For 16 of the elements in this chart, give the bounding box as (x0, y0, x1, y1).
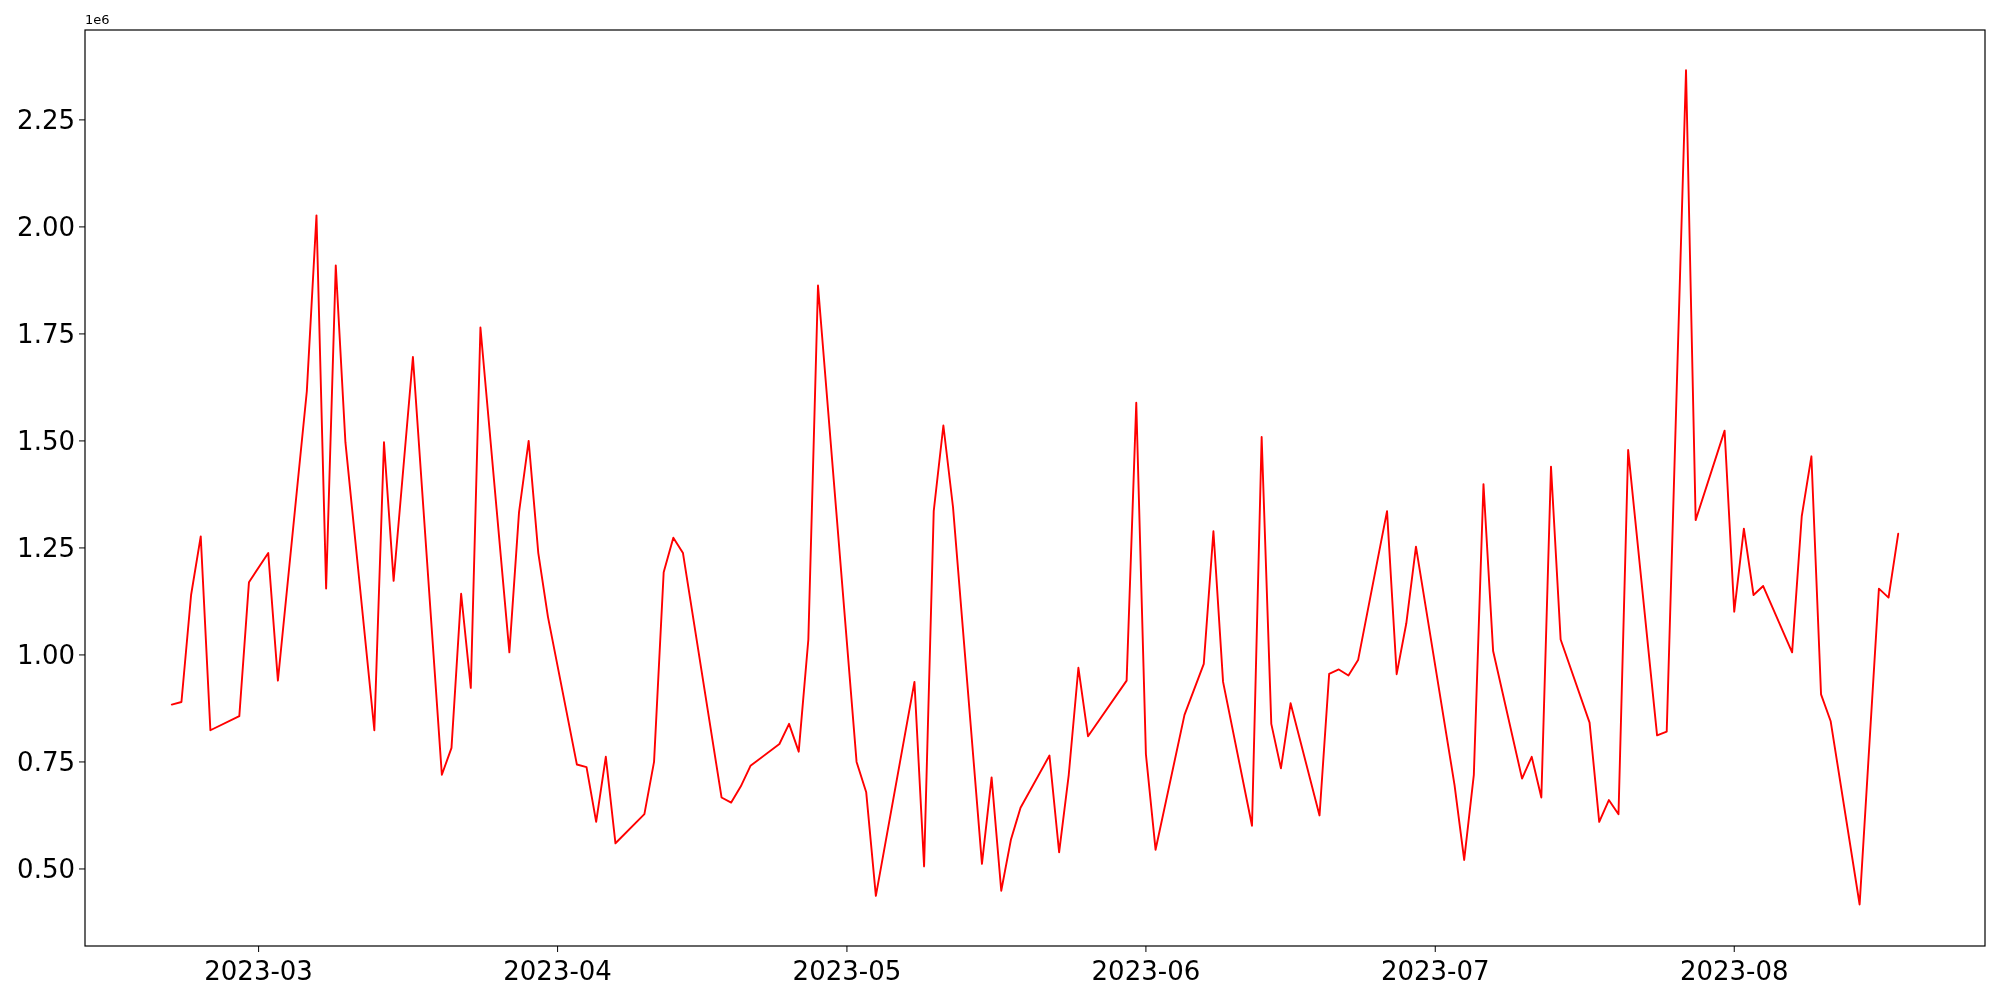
x-tick-label: 2023-04 (503, 956, 612, 986)
y-tick-label: 2.25 (17, 104, 75, 135)
y-tick-label: 2.00 (17, 212, 75, 242)
y-tick-label: 1.75 (17, 319, 75, 350)
y-tick-label: 0.75 (17, 747, 75, 778)
line-series (170, 69, 1900, 906)
x-tick-label: 2023-03 (204, 956, 313, 986)
x-tick-label: 2023-05 (792, 956, 902, 986)
x-tick-label: 2023-08 (1679, 956, 1789, 986)
y-tick-label: 0.50 (17, 854, 75, 885)
y-tick-label: 1.00 (17, 640, 75, 671)
text: 1e6 (85, 12, 110, 27)
y-tick-label: 1.50 (17, 426, 75, 457)
x-tick-label: 2023-06 (1091, 956, 1201, 986)
x-tick-label: 2023-07 (1380, 956, 1490, 986)
y-tick-label: 1.25 (17, 533, 75, 564)
